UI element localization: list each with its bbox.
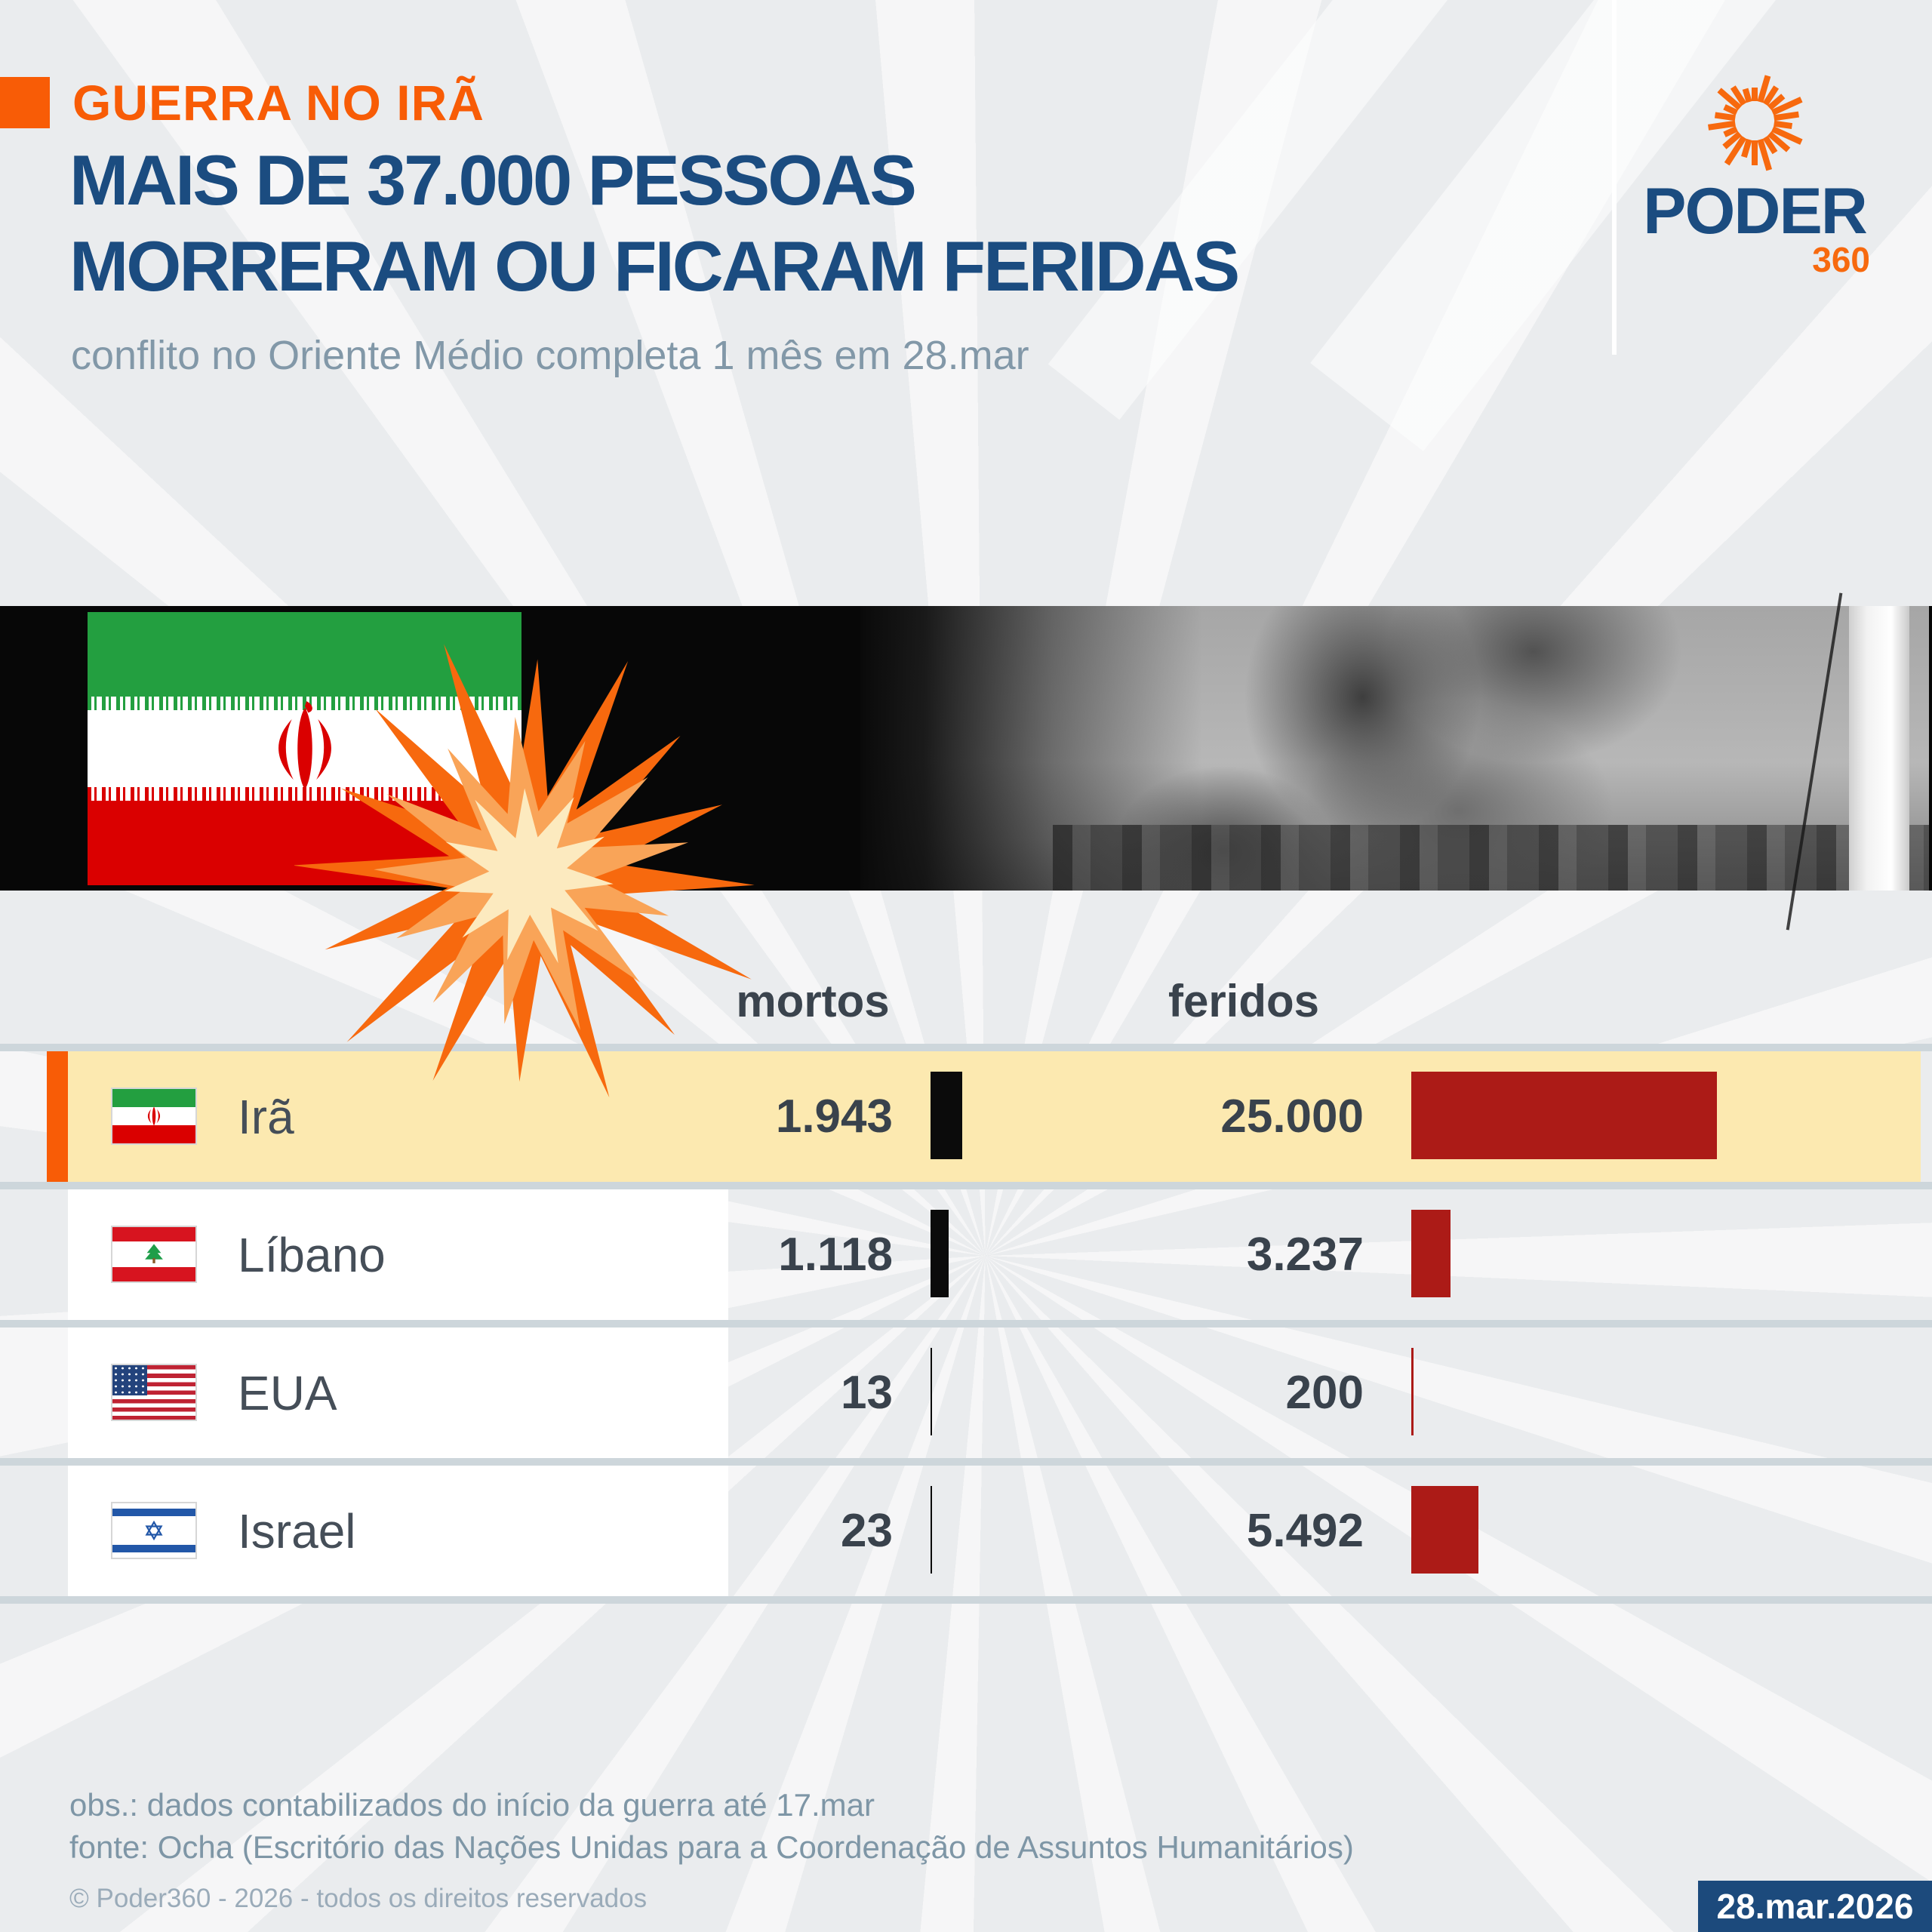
- page-title-line2: MORRERAM OU FICARAM FERIDAS: [69, 226, 1240, 306]
- iran-emblem-icon: [278, 701, 331, 790]
- kicker-square-icon: [0, 77, 50, 128]
- poder360-logo-360: 360: [1812, 240, 1870, 279]
- column-header-feridos: feridos: [1168, 975, 1320, 1026]
- mortos-bar: [931, 1486, 932, 1574]
- row-separator: [0, 1182, 1932, 1189]
- poder360-sunburst-icon: [1708, 75, 1803, 171]
- window-frame-band: [1849, 606, 1909, 891]
- copyright: © Poder360 - 2026 - todos os direitos re…: [69, 1884, 648, 1913]
- feridos-value: 200: [1285, 1367, 1364, 1419]
- row-separator: [0, 1044, 1932, 1051]
- footnote-obs: obs.: dados contabilizados do início da …: [69, 1787, 875, 1823]
- table-row-iran: Irã 1.943 25.000: [47, 1051, 1921, 1182]
- page-title: MAIS DE 37.000 PESSOAS MORRERAM OU FICAR…: [69, 137, 1240, 309]
- row-separator: [0, 1458, 1932, 1466]
- feridos-bar: [1411, 1486, 1478, 1574]
- country-label: Israel: [238, 1503, 356, 1558]
- table-row-lebanon: Líbano 1.118 3.237: [47, 1189, 1921, 1320]
- usa-flag-icon: [111, 1364, 197, 1421]
- mortos-value: 1.118: [778, 1229, 893, 1281]
- header-divider-line: [1612, 0, 1617, 355]
- mortos-value: 13: [841, 1367, 893, 1419]
- table-row-israel: Israel 23 5.492: [47, 1466, 1921, 1596]
- row-accent-bar: [47, 1051, 68, 1182]
- feridos-bar: [1411, 1348, 1414, 1435]
- lebanon-flag-icon: [111, 1226, 197, 1283]
- explosion-smoke-photo: [860, 592, 1929, 931]
- iran-flag-large: [88, 612, 521, 885]
- country-label: Irã: [238, 1089, 294, 1144]
- date-badge: 28.mar.2026: [1698, 1881, 1932, 1932]
- city-skyline: [1052, 825, 1929, 891]
- iran-flag-icon: [111, 1088, 197, 1145]
- feridos-bar: [1411, 1210, 1451, 1297]
- feridos-value: 25.000: [1220, 1091, 1364, 1143]
- kicker: GUERRA NO IRÃ: [0, 75, 485, 131]
- column-header-mortos: mortos: [736, 975, 890, 1026]
- mortos-bar: [931, 1348, 932, 1435]
- country-label: Líbano: [238, 1227, 386, 1282]
- feridos-bar: [1411, 1072, 1717, 1159]
- row-separator: [0, 1596, 1932, 1604]
- mortos-value: 1.943: [775, 1091, 893, 1143]
- table-row-usa: EUA 13 200: [47, 1327, 1921, 1458]
- country-label: EUA: [238, 1365, 337, 1420]
- poder360-logo: PODER 360: [1630, 60, 1879, 278]
- feridos-value: 5.492: [1246, 1505, 1364, 1557]
- kicker-label: GUERRA NO IRÃ: [72, 75, 485, 131]
- footnote-source: fonte: Ocha (Escritório das Nações Unida…: [69, 1829, 1354, 1865]
- row-separator: [0, 1320, 1932, 1327]
- mortos-value: 23: [841, 1505, 893, 1557]
- mortos-bar: [931, 1072, 962, 1159]
- feridos-value: 3.237: [1246, 1229, 1364, 1281]
- poder360-logo-word: PODER: [1643, 175, 1868, 248]
- mortos-bar: [931, 1210, 949, 1297]
- page-title-line1: MAIS DE 37.000 PESSOAS: [69, 140, 917, 220]
- page-subtitle: conflito no Oriente Médio completa 1 mês…: [71, 333, 1029, 378]
- israel-flag-icon: [111, 1502, 197, 1559]
